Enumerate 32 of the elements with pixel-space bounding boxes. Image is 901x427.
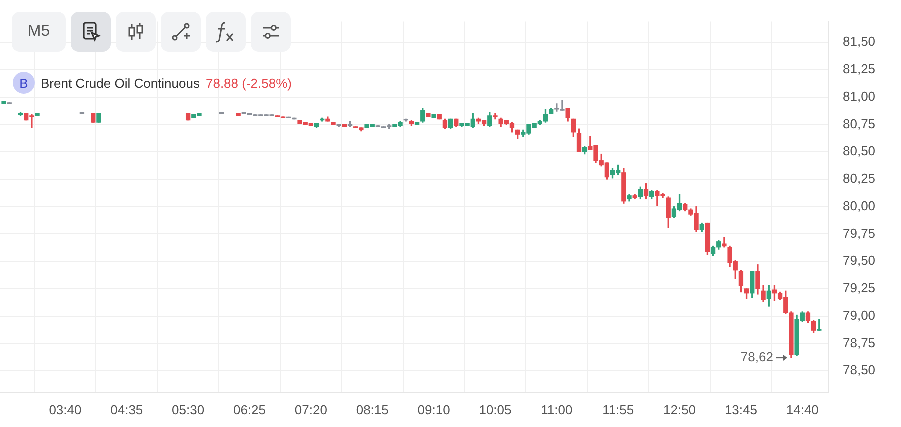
- y-tick-label: 80,75: [843, 116, 876, 132]
- annotation: 78,62: [740, 350, 774, 365]
- text: Brent Crude Oil Continuous: [41, 76, 200, 90]
- x-tick-label: 11:55: [602, 402, 634, 418]
- text: 78.88 (-2.58%): [206, 76, 292, 90]
- y-tick-label: 80,25: [843, 171, 876, 186]
- x-tick-label: 12:50: [664, 402, 696, 418]
- x-tick-label: 11:00: [541, 402, 573, 418]
- y-tick-label: 79,50: [843, 253, 876, 268]
- x-tick-label: 06:25: [233, 402, 266, 418]
- y-tick-label: 80,00: [843, 198, 876, 214]
- x-tick-label: 03:40: [49, 402, 82, 418]
- candlestick: [722, 237, 727, 248]
- y-tick-label: 81,00: [843, 88, 876, 104]
- x-tick-label: 07:20: [294, 402, 328, 418]
- y-tick-label: 81,25: [843, 62, 876, 77]
- y-tick-label: 80,50: [843, 144, 876, 159]
- y-tick-label: 79,00: [843, 308, 876, 323]
- x-tick-label: 08:15: [356, 402, 389, 418]
- y-tick-label: 79,25: [843, 280, 876, 296]
- x-tick-label: 04:35: [110, 402, 144, 418]
- y-tick-label: 79,75: [843, 226, 876, 241]
- annotation: B: [13, 72, 35, 94]
- y-tick-label: 78,50: [843, 362, 876, 378]
- annotation: M5: [12, 12, 66, 52]
- x-tick-label: 10:05: [479, 402, 512, 418]
- y-tick-label: 78,75: [843, 335, 876, 350]
- y-tick-label: 81,50: [843, 34, 876, 50]
- x-tick-label: 09:10: [418, 402, 450, 418]
- x-tick-label: 05:30: [172, 402, 205, 418]
- x-tick-label: 14:40: [786, 402, 819, 418]
- x-tick-label: 13:45: [724, 402, 758, 418]
